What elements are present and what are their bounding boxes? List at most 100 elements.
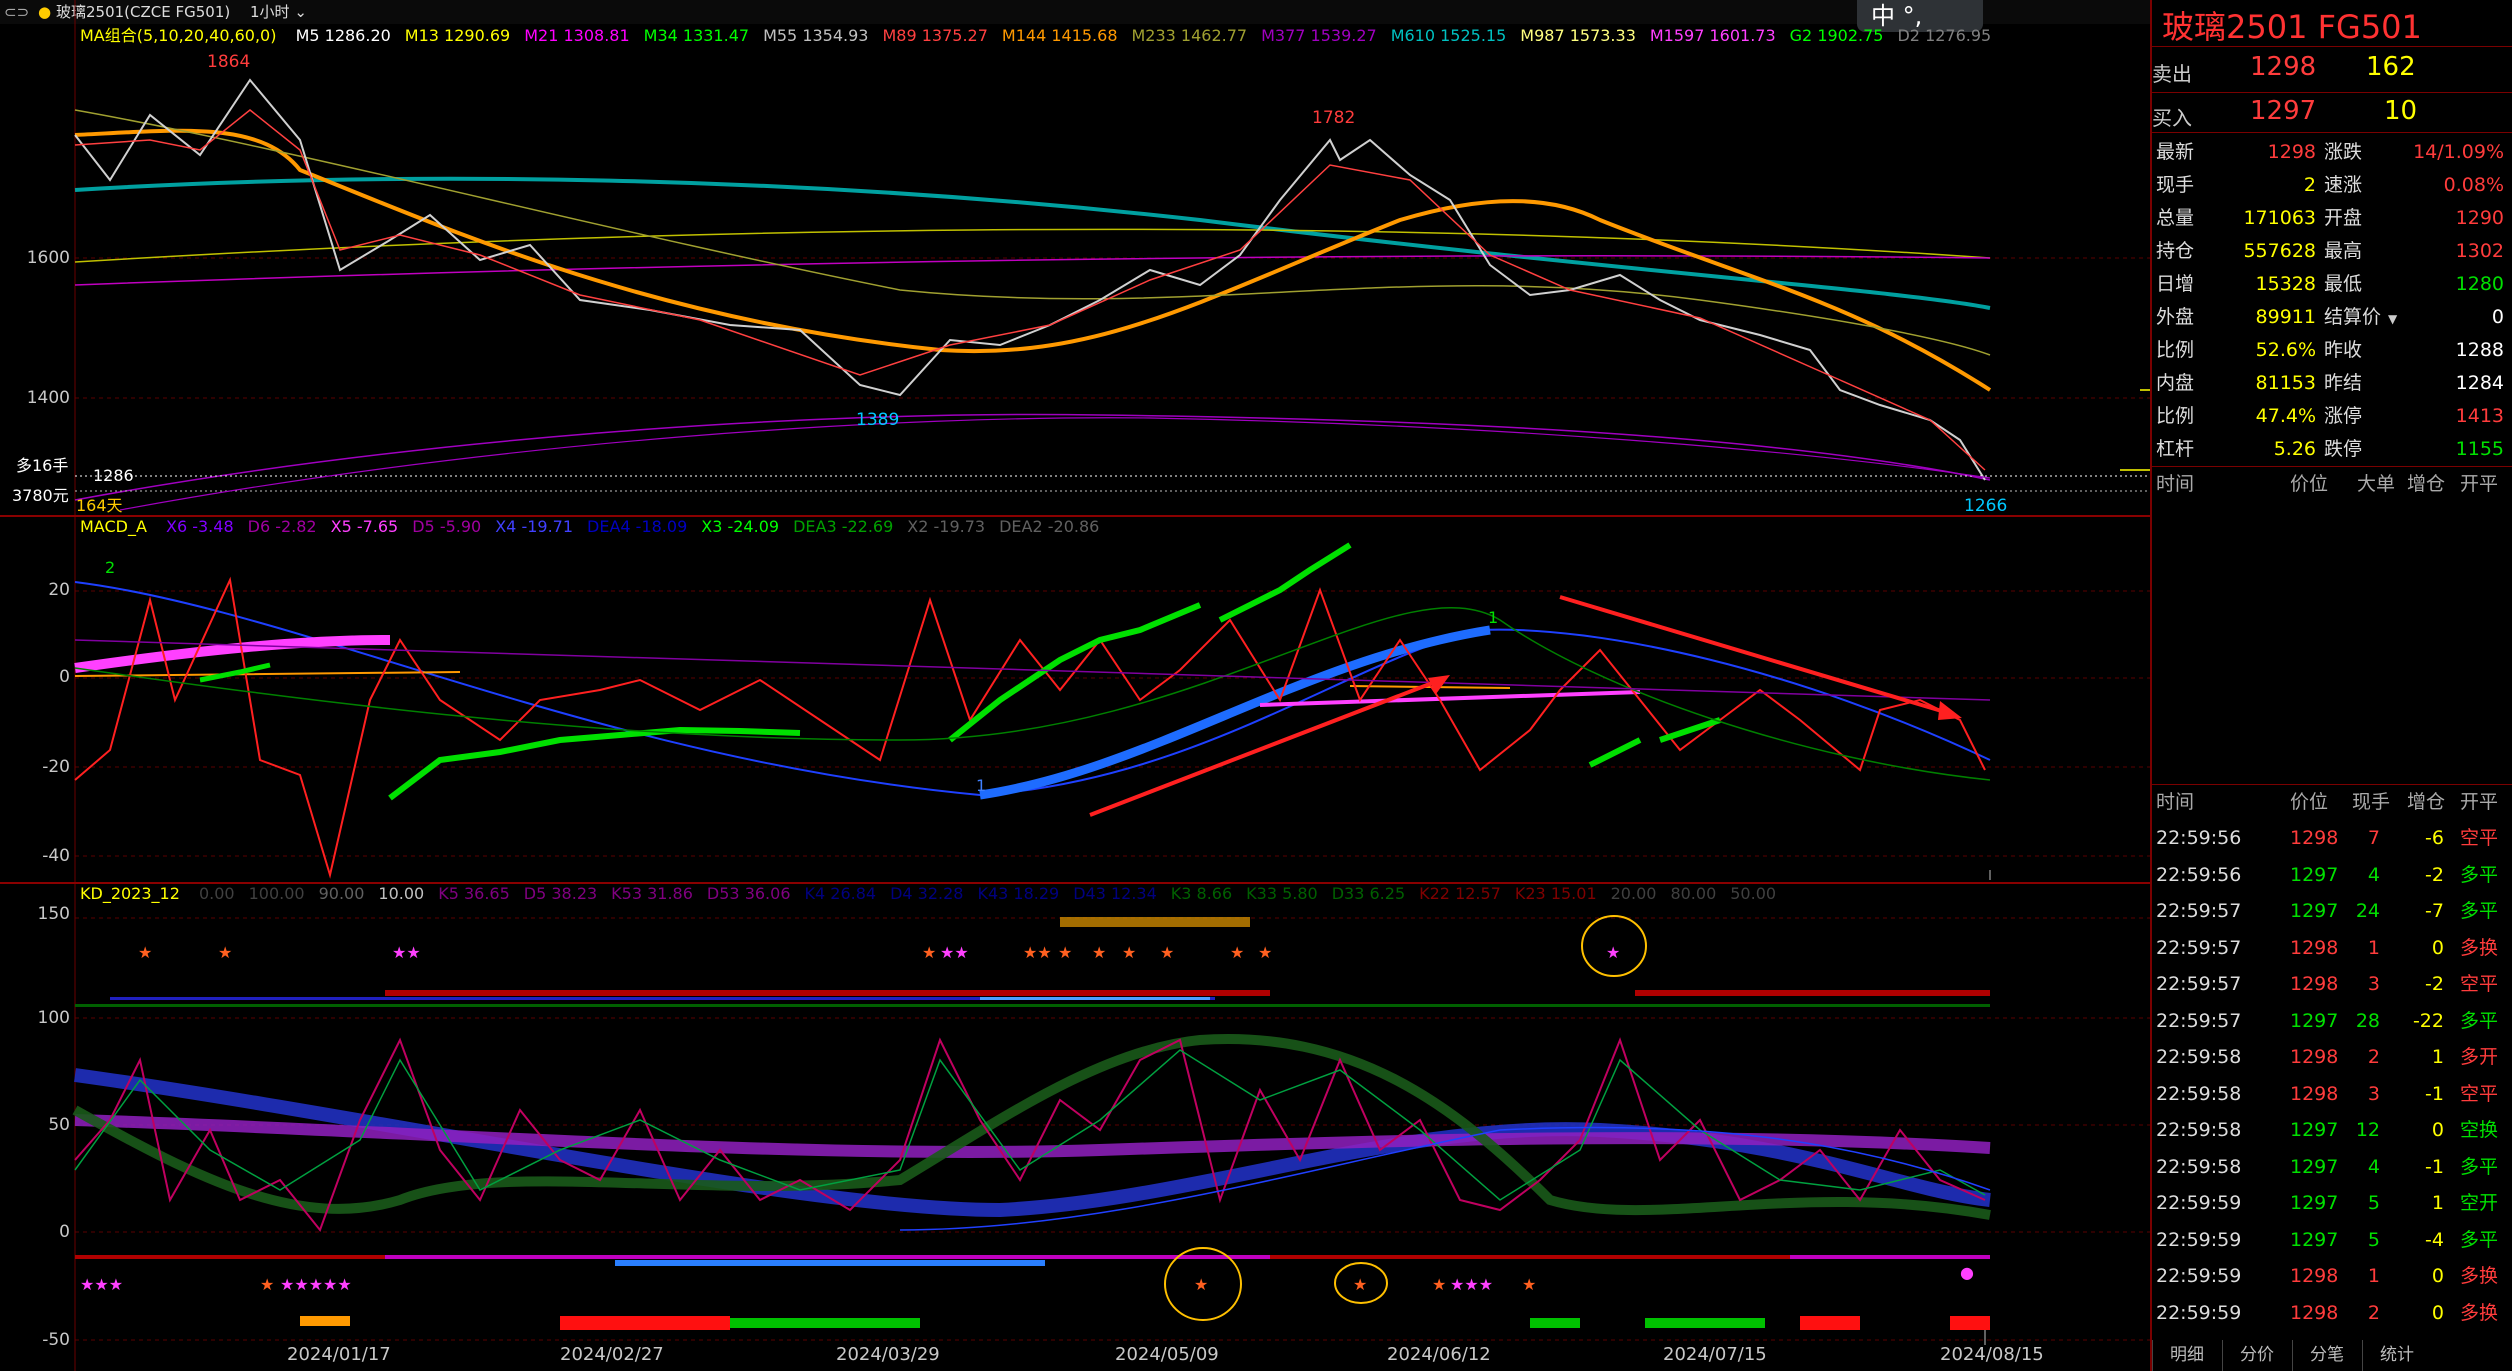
tick-open-interest: -4: [2425, 1228, 2444, 1251]
x-tick-0715: 2024/07/15: [1663, 1344, 1767, 1365]
tick-row[interactable]: 22:59:57 1298 1 0 多换: [2152, 930, 2512, 967]
svg-text:★★★: ★★★: [80, 1275, 123, 1294]
tick-open-interest: 0: [2431, 1265, 2444, 1287]
tick-row[interactable]: 22:59:57 1298 3 -2 空平: [2152, 966, 2512, 1003]
kd_legend-item: K53 31.86: [611, 884, 693, 903]
tick-time: 22:59:56: [2156, 863, 2242, 886]
tick-price: 1298: [2290, 1301, 2339, 1324]
tick-row[interactable]: 22:59:58 1298 3 -1 空平: [2152, 1076, 2512, 1113]
kd_legend-item: D33 6.25: [1331, 884, 1406, 903]
tick-volume: 12: [2355, 1119, 2380, 1141]
annotation-low-1389: 1389: [856, 410, 900, 430]
macd-orange-line: [74, 671, 1511, 689]
tick-type: 多开: [2460, 1046, 2499, 1068]
tick-volume: 24: [2355, 900, 2380, 922]
ma-m610-line: [74, 176, 1991, 310]
chart-canvas[interactable]: ★ ★ ★★ ★ ★★ ★★ ★ ★ ★ ★ ★ ★ ★ ★★★ ★ ★★★★★ ★ ★ ★ ★★★ ★ ●: [0, 0, 2150, 1371]
tick-row[interactable]: 22:59:58 1297 12 0 空换: [2152, 1112, 2512, 1149]
quote-label: 昨结: [2324, 372, 2363, 394]
tick-volume: 3: [2367, 973, 2380, 995]
tick-row[interactable]: 22:59:59 1297 5 -4 多平: [2152, 1222, 2512, 1259]
price-line: [74, 78, 1986, 481]
tab-detail[interactable]: 明细: [2152, 1340, 2221, 1371]
quote-value: 557628: [2243, 240, 2316, 262]
kd_legend-item: K23 15.01: [1514, 884, 1597, 903]
quote-label[interactable]: 结算价: [2324, 306, 2382, 328]
quote-label: 跌停: [2324, 438, 2363, 460]
quote-row: 日增 15328 最低 1280: [2152, 268, 2512, 301]
panel-divider[interactable]: [2150, 0, 2152, 1371]
quote-value: 171063: [2243, 207, 2316, 229]
tab-stats[interactable]: 统计: [2362, 1340, 2431, 1371]
ma-m144-line: [74, 128, 1992, 392]
kd-y-150: 150: [37, 904, 70, 924]
quote-label: 现手: [2156, 174, 2195, 196]
kd_legend-item: 50.00: [1730, 884, 1777, 903]
bid-volume: 10: [2384, 96, 2418, 126]
annotation-high-1864: 1864: [207, 52, 251, 72]
quote-value: 0: [2491, 306, 2504, 328]
ma-legend-name[interactable]: MA组合(5,10,20,40,60,0): [80, 26, 277, 45]
dropdown-arrow-icon[interactable]: ▼: [2388, 312, 2398, 326]
tick-price: 1298: [2290, 936, 2339, 959]
quote-row: 现手 2 速涨 0.08%: [2152, 169, 2512, 202]
kd_legend-item: D4 32.28: [890, 884, 964, 903]
svg-text:★: ★: [1122, 943, 1136, 962]
macd-legend-name[interactable]: MACD_A: [80, 517, 147, 536]
quote-label: 最高: [2324, 240, 2363, 262]
ime-indicator[interactable]: 中 °,: [1857, 0, 1983, 32]
quote-value: 1298: [2267, 141, 2316, 163]
ma_legend-item: M21 1308.81: [524, 26, 630, 45]
macd_legend-item: X3 -24.09: [701, 517, 780, 536]
x-tick-0612: 2024/06/12: [1387, 1344, 1491, 1365]
ask-row[interactable]: 卖出 1298 162: [2152, 52, 2416, 86]
quote-label: 最低: [2324, 273, 2363, 295]
tab-price[interactable]: 分价: [2222, 1340, 2291, 1371]
macd-red-line: [74, 576, 1986, 879]
kd-legend-name[interactable]: KD_2023_12: [80, 884, 180, 903]
kd-purple-thick: [74, 1114, 1991, 1158]
tick-price: 1297: [2290, 900, 2339, 922]
tick-open-interest: -6: [2425, 827, 2444, 849]
bid-row[interactable]: 买入 1297 10: [2152, 96, 2418, 130]
tick-volume: 1: [2367, 936, 2380, 959]
chevron-down-icon: ⌄: [289, 3, 307, 21]
macd_legend-item: X6 -3.48: [166, 517, 234, 536]
ma-legend: MA组合(5,10,20,40,60,0) M5 1286.20 M13 1290…: [80, 26, 2019, 46]
kd-bottom-markers: [300, 917, 1990, 1330]
tick-row[interactable]: 22:59:57 1297 24 -7 多平: [2152, 893, 2512, 930]
svg-text:★: ★: [1258, 943, 1272, 962]
tick-time: 22:59:58: [2156, 1046, 2242, 1068]
tab-trade[interactable]: 分笔: [2292, 1340, 2361, 1371]
tick-row[interactable]: 22:59:58 1297 4 -1 多平: [2152, 1149, 2512, 1186]
period-selector[interactable]: 1小时 ⌄: [250, 3, 307, 21]
tick-row[interactable]: 22:59:56 1297 4 -2 多平: [2152, 857, 2512, 894]
tick-row[interactable]: 22:59:59 1298 2 0 多换: [2152, 1295, 2512, 1332]
svg-text:★★: ★★: [392, 943, 421, 962]
svg-text:★: ★: [138, 943, 152, 962]
quote-value: 1288: [2455, 339, 2504, 361]
macd-y-20: 20: [48, 580, 70, 600]
symbol-title: 玻璃2501(CZCE FG501): [56, 3, 231, 21]
quote-label: 涨停: [2324, 405, 2363, 427]
tick-row[interactable]: 22:59:57 1297 28 -22 多平: [2152, 1003, 2512, 1040]
tick-volume: 3: [2367, 1082, 2380, 1105]
quote-value: 5.26: [2273, 438, 2316, 460]
quote-value: 47.4%: [2255, 405, 2316, 427]
tick-price: 1297: [2290, 863, 2339, 886]
quote-row: 外盘 89911 结算价 0 ▼: [2152, 301, 2512, 334]
quote-label: 内盘: [2156, 372, 2195, 394]
ma_legend-item: M5 1286.20: [295, 26, 391, 45]
tick-row[interactable]: 22:59:56 1298 7 -6 空平: [2152, 820, 2512, 857]
kd_legend-item: 0.00: [198, 884, 235, 903]
tick-row[interactable]: 22:59:58 1298 2 1 多开: [2152, 1039, 2512, 1076]
link-icon[interactable]: ⊂⊃: [4, 3, 30, 21]
tick-time: 22:59:59: [2156, 1301, 2242, 1324]
tick-row[interactable]: 22:59:59 1298 1 0 多换: [2152, 1258, 2512, 1295]
tick-type: 多平: [2460, 1155, 2499, 1178]
tick-open-interest: -7: [2425, 900, 2444, 922]
tick-volume: 28: [2355, 1009, 2380, 1032]
tick-time: 22:59:59: [2156, 1265, 2242, 1287]
tick-row[interactable]: 22:59:59 1297 5 1 空开: [2152, 1185, 2512, 1222]
tick-open-interest: 0: [2431, 936, 2444, 959]
